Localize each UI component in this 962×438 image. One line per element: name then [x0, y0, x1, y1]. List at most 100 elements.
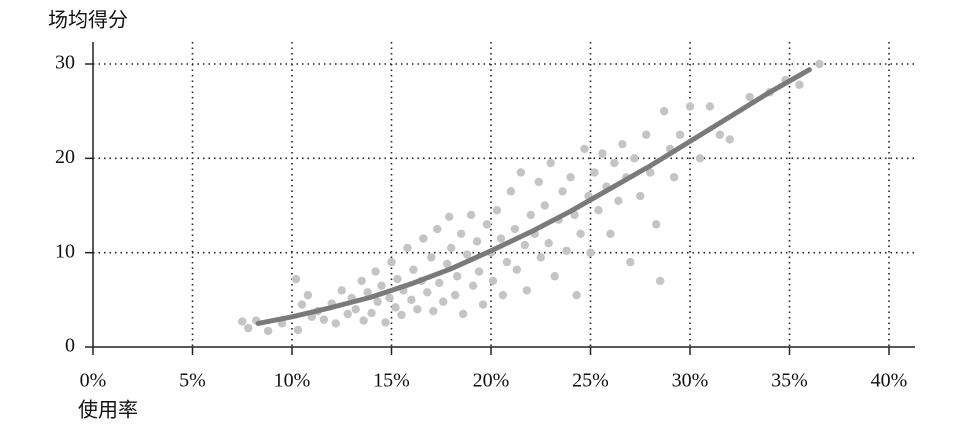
scatter-point — [291, 274, 301, 284]
x-tick-label: 35% — [771, 370, 808, 392]
scatter-point — [447, 243, 456, 253]
scatter-point — [377, 281, 386, 290]
scatter-point — [456, 229, 466, 238]
x-tick-label: 0% — [80, 370, 107, 392]
x-tick-label: 40% — [871, 370, 908, 392]
scatter-point — [745, 92, 754, 102]
scatter-point — [618, 139, 627, 149]
scatter-point — [534, 177, 543, 187]
scatter-point — [646, 168, 655, 177]
scatter-point — [550, 272, 559, 281]
scatter-point — [526, 210, 535, 220]
scatter-point — [566, 173, 575, 182]
scatter-point — [715, 130, 725, 139]
scatter-point — [409, 265, 418, 274]
scatter-point — [695, 154, 705, 163]
scatter-point — [439, 297, 448, 306]
scatter-point — [343, 309, 352, 319]
x-tick-label: 5% — [179, 370, 206, 392]
scatter-point — [510, 224, 520, 234]
scatter-point — [606, 229, 615, 238]
scatter-point — [642, 130, 651, 139]
x-tick-label: 25% — [572, 370, 609, 392]
scatter-point — [403, 243, 412, 253]
scatter-point — [651, 220, 661, 229]
scatter-point — [522, 286, 532, 295]
scatter-point — [452, 272, 462, 281]
scatter-point — [385, 293, 394, 303]
scatter-point — [427, 253, 436, 262]
x-tick-label: 20% — [473, 370, 510, 392]
scatter-point — [482, 220, 492, 229]
scatter-point — [393, 274, 402, 284]
y-tick-label: 10 — [55, 240, 75, 262]
scatter-point — [423, 288, 432, 297]
scatter-point — [373, 297, 382, 306]
scatter-point — [685, 102, 695, 111]
scatter-point — [472, 237, 482, 246]
fit-curve — [255, 67, 812, 326]
scatter-point — [478, 300, 488, 309]
scatter-point — [450, 290, 460, 300]
scatter-point — [725, 135, 734, 144]
scatter-point — [498, 290, 508, 300]
scatter-point — [397, 310, 406, 320]
scatter-point — [520, 240, 530, 250]
scatter-point — [363, 288, 372, 297]
scatter-point — [391, 303, 400, 312]
scatter-point — [357, 276, 366, 286]
scatter-point — [303, 290, 313, 300]
scatter-point — [371, 267, 380, 276]
scatter-point — [387, 257, 396, 267]
scatter-point — [445, 212, 454, 222]
scatter-point — [506, 187, 516, 196]
scatter-point — [429, 306, 438, 316]
x-tick-label: 15% — [373, 370, 410, 392]
scatter-point — [544, 239, 553, 248]
scatter-point — [337, 286, 346, 295]
scatter-point — [435, 278, 444, 288]
scatter-point — [468, 281, 478, 290]
scatter-point — [610, 158, 619, 168]
scatter-point — [263, 326, 273, 336]
scatter-point — [598, 149, 607, 158]
scatter-point — [293, 325, 303, 335]
scatter-point — [512, 265, 522, 274]
scatter-point — [458, 309, 468, 319]
scatter-point — [433, 224, 442, 234]
scatter-point — [238, 317, 247, 326]
scatter-point — [351, 305, 360, 314]
scatter-point — [443, 259, 452, 269]
y-axis-title: 场均得分 — [48, 9, 128, 32]
scatter-point — [572, 290, 581, 300]
scatter-point — [558, 187, 567, 196]
scatter-point — [546, 158, 555, 168]
scatter-point — [502, 257, 512, 267]
scatter-point — [488, 276, 498, 286]
scatter-point — [795, 80, 804, 89]
scatter-point — [466, 210, 476, 220]
scatter-point — [413, 305, 422, 314]
y-tick-label: 30 — [55, 52, 75, 74]
y-tick-label: 0 — [65, 335, 75, 357]
scatter-point — [381, 318, 390, 327]
scatter-point — [540, 201, 549, 210]
x-tick-label: 30% — [672, 370, 709, 392]
scatter-point — [576, 229, 585, 238]
scatter-point — [675, 130, 685, 139]
scatter-point — [536, 253, 545, 262]
scatter-point — [331, 319, 340, 328]
scatter-point — [359, 316, 368, 325]
scatter-point — [244, 323, 253, 333]
scatter-point — [614, 196, 623, 205]
scatter-point — [297, 300, 307, 309]
scatter-point — [419, 234, 428, 243]
scatter-point — [496, 234, 506, 243]
scatter-point — [462, 250, 472, 259]
scatter-point — [626, 257, 635, 267]
scatter-point — [655, 276, 665, 286]
scatter-point — [630, 154, 639, 163]
scatter-point — [594, 206, 603, 215]
scatter-point — [367, 308, 376, 318]
